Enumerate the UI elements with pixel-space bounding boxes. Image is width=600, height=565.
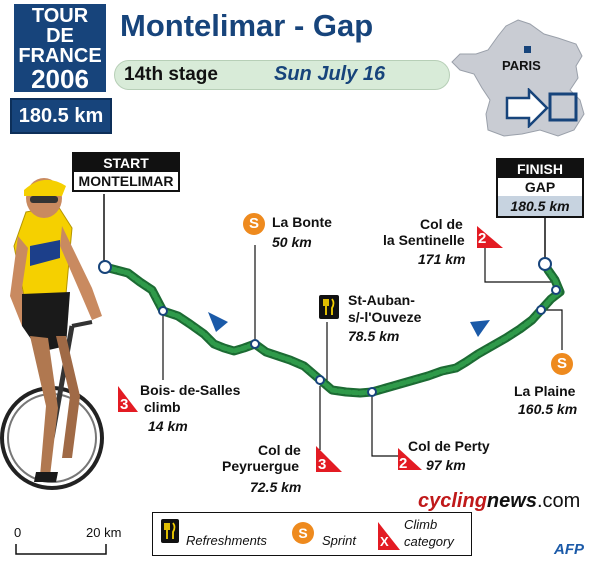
finish-km: 180.5 km — [498, 196, 582, 216]
paris-marker — [524, 46, 531, 53]
point-name: Col de — [258, 442, 301, 458]
point-km: 97 km — [426, 457, 466, 473]
stage-pill — [114, 60, 450, 90]
point-name: Peyruergue — [222, 458, 300, 474]
legend-climb-icon — [378, 522, 400, 550]
route-line — [100, 259, 565, 398]
climb-category-number: 2 — [478, 230, 487, 247]
badge-line-3: FRANCE — [18, 45, 102, 67]
legend-sprint-letter: S — [298, 525, 308, 541]
point-km: 78.5 km — [348, 328, 400, 344]
start-sign: START MONTELIMAR — [72, 152, 180, 192]
climb-category-icon — [398, 448, 422, 470]
point-km: 160.5 km — [518, 401, 578, 417]
scale-max: 20 km — [86, 525, 122, 540]
point-name: la Sentinelle — [383, 232, 465, 248]
finish-head: FINISH — [498, 160, 582, 178]
rider-glasses — [30, 196, 58, 203]
sprint-icon-letter: S — [556, 355, 567, 372]
rider-arm — [60, 226, 102, 320]
point-name: s/-l'Ouveze — [348, 309, 422, 325]
rider-shoe — [34, 472, 58, 482]
climb-category-icon — [118, 386, 138, 412]
climb-category-icon — [477, 226, 503, 248]
rider-leg-right — [56, 336, 80, 458]
climb-category-number: 2 — [399, 455, 408, 472]
legend-sprint-icon — [292, 522, 314, 544]
stage-date: Sun July 16 — [274, 63, 386, 85]
point-name: Bois- de-Salles — [140, 382, 241, 398]
afp-credit: AFP — [554, 541, 584, 558]
rider-leg — [30, 336, 58, 476]
legend-refreshments-label: Refreshments — [186, 533, 267, 548]
sprint-icon — [241, 211, 267, 237]
finish-town: GAP — [524, 179, 556, 195]
cyclist-illustration — [0, 178, 104, 490]
rider-helmet — [24, 179, 66, 196]
start-marker — [98, 260, 112, 274]
point-name: St-Auban- — [348, 292, 415, 308]
climb-category-number: 3 — [318, 456, 327, 473]
point-km: 72.5 km — [250, 479, 302, 495]
stage-distance: 180.5 km — [18, 105, 104, 127]
point-km: 50 km — [272, 234, 312, 250]
point-name: Col de Perty — [408, 438, 490, 454]
badge-line-1: TOUR — [31, 5, 89, 27]
stage-distance-box: 180.5 km — [10, 98, 112, 134]
scale-zero: 0 — [14, 525, 22, 540]
legend-climb-letter: X — [380, 534, 389, 549]
sprint-icon — [549, 351, 575, 377]
point-km: 14 km — [148, 418, 188, 434]
badge-line-2: DE — [46, 25, 74, 47]
cyclingnews-brand: cyclingnews.com — [418, 490, 580, 513]
badge-year: 2006 — [31, 64, 89, 94]
leader-lines — [162, 245, 563, 457]
rider-jersey-logo — [30, 240, 60, 266]
refreshments-icon — [319, 295, 339, 319]
brand-news: news — [486, 490, 537, 512]
stage-area-square — [548, 92, 578, 122]
point-km: 171 km — [418, 251, 466, 267]
scale-bar — [15, 544, 107, 555]
point-name: La Plaine — [514, 383, 576, 399]
paris-label: PARIS — [502, 58, 541, 73]
stage-label: 14th stage — [124, 64, 218, 85]
direction-arrow-1-icon — [208, 312, 228, 332]
start-town: MONTELIMAR — [78, 173, 174, 189]
brand-com: .com — [536, 490, 581, 512]
stage-title: Montelimar - Gap — [120, 8, 374, 43]
point-name: La Bonte — [272, 214, 332, 230]
start-head: START — [74, 154, 178, 172]
point-name: climb — [144, 399, 181, 415]
direction-arrow-2-icon — [470, 320, 490, 337]
finish-sign: FINISH GAP 180.5 km — [496, 158, 584, 218]
climb-category-icon — [316, 446, 342, 472]
legend-climb-label-2: category — [404, 534, 454, 549]
legend-climb-label: Climb — [404, 517, 438, 532]
brand-cycling: cycling — [418, 490, 487, 512]
tour-badge: TOUR DE FRANCE 2006 — [14, 4, 106, 92]
climb-category-number: 3 — [120, 396, 129, 413]
sprint-icon-letter: S — [248, 215, 259, 232]
direction-arrow-icon — [505, 88, 549, 128]
point-name: Col de — [420, 216, 463, 232]
legend-sprint-label: Sprint — [322, 533, 356, 548]
route-markers — [98, 257, 561, 397]
legend-refreshments-icon — [161, 519, 179, 543]
finish-marker — [538, 257, 552, 271]
